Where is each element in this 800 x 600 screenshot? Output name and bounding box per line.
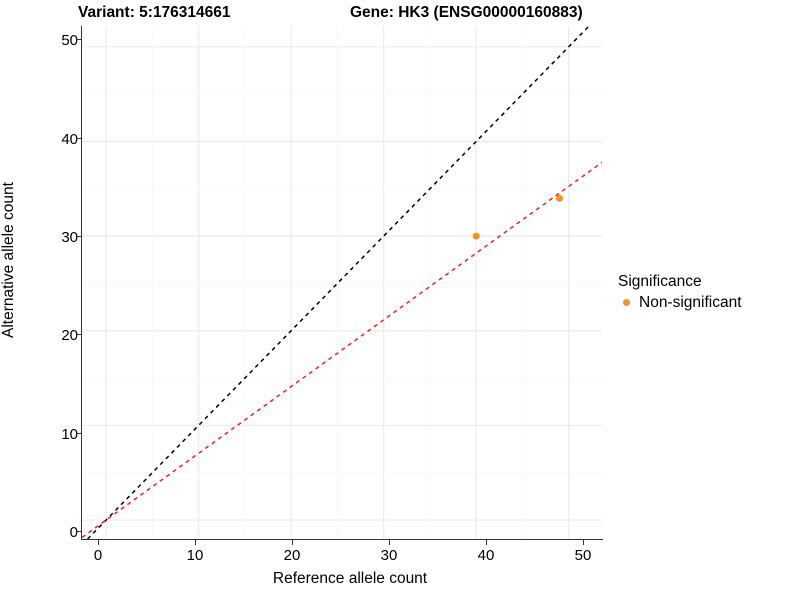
gridlines (82, 26, 602, 539)
y-tick-label-50: 50 (61, 32, 78, 49)
data-point (472, 232, 480, 240)
y-tick-mark-50 (76, 39, 81, 40)
variant-title: Variant: 5:176314661 (78, 4, 231, 21)
x-axis-line (81, 539, 603, 540)
data-points (472, 194, 563, 240)
legend-point-icon (618, 295, 634, 311)
x-tick-label-10: 10 (186, 547, 204, 564)
y-tick-mark-30 (76, 236, 81, 237)
y-tick-mark-20 (76, 334, 81, 335)
plot-area (82, 26, 602, 539)
x-axis-title: Reference allele count (272, 570, 428, 587)
gene-title: Gene: HK3 (ENSG00000160883) (350, 4, 583, 21)
x-tick-mark-40 (486, 540, 487, 545)
x-tick-label-50: 50 (574, 547, 592, 564)
x-tick-mark-50 (583, 540, 584, 545)
x-tick-label-20: 20 (283, 547, 301, 564)
data-point (555, 194, 563, 202)
plot-panel (82, 26, 602, 539)
x-tick-mark-20 (292, 540, 293, 545)
chart-title-row: Variant: 5:176314661 Gene: HK3 (ENSG0000… (0, 4, 620, 26)
y-tick-label-30: 30 (61, 229, 78, 246)
x-tick-mark-10 (195, 540, 196, 545)
x-tick-label-40: 40 (477, 547, 495, 564)
y-tick-mark-40 (76, 138, 81, 139)
legend: Significance Non-significant (618, 272, 793, 312)
y-axis-line (81, 26, 82, 540)
x-tick-label-0: 0 (93, 547, 103, 564)
y-tick-label-10: 10 (61, 426, 78, 443)
reference-lines (82, 26, 602, 539)
legend-entry-label: Non-significant (639, 294, 742, 311)
y-tick-mark-0 (76, 531, 81, 532)
x-tick-mark-0 (98, 540, 99, 545)
x-tick-label-30: 30 (380, 547, 398, 564)
y-tick-mark-10 (76, 433, 81, 434)
legend-title: Significance (618, 273, 702, 290)
x-tick-mark-30 (389, 540, 390, 545)
legend-entry-non-significant[interactable]: Non-significant (618, 293, 793, 312)
y-tick-label-0: 0 (69, 524, 78, 541)
y-tick-label-40: 40 (61, 131, 78, 148)
y-tick-label-20: 20 (61, 327, 78, 344)
y-axis-title: Alternative allele count (0, 182, 17, 338)
